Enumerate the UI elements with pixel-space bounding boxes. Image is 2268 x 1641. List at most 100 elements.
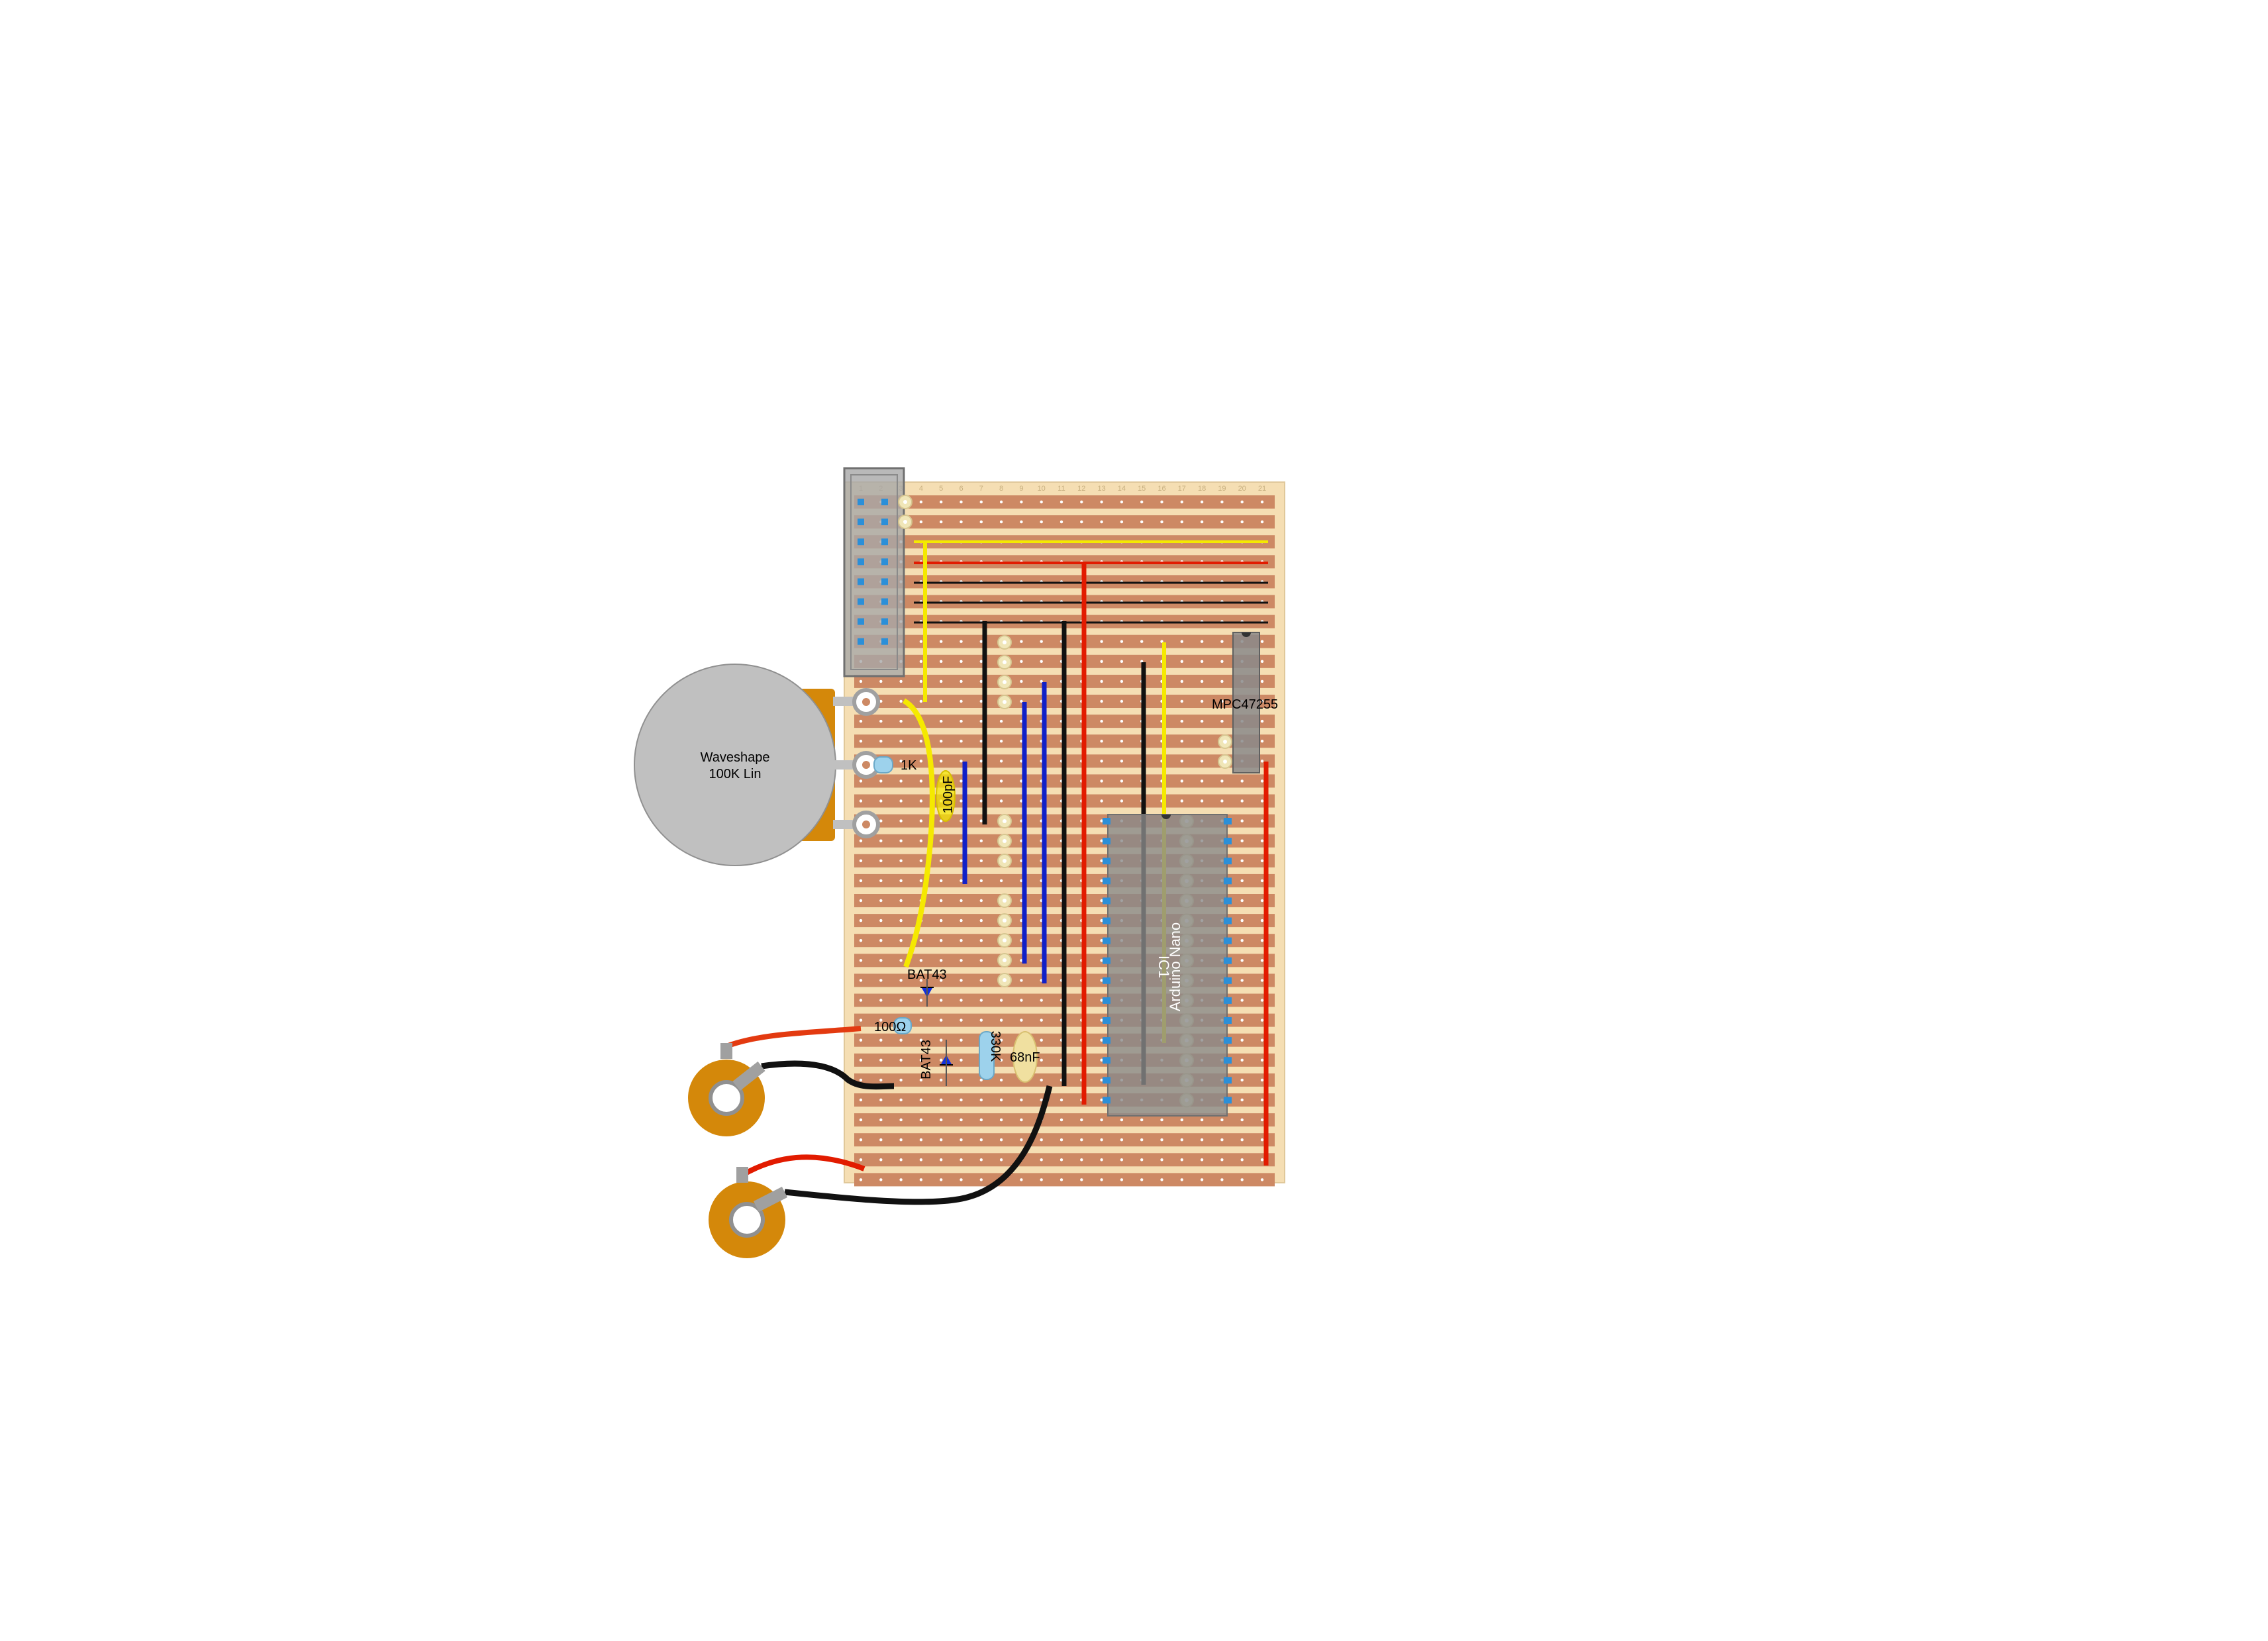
hole	[1200, 799, 1204, 803]
copper-strip	[854, 1133, 1275, 1147]
hole	[979, 520, 983, 524]
hole	[1260, 939, 1264, 942]
hole	[979, 740, 983, 743]
hole	[979, 779, 983, 783]
hole	[1020, 679, 1023, 683]
hole	[1120, 679, 1124, 683]
hole	[1260, 859, 1264, 863]
jack2-red-wire	[740, 1154, 865, 1178]
capacitor-100pf	[936, 770, 956, 822]
hole	[879, 679, 883, 683]
hole	[1260, 520, 1264, 524]
hole	[1160, 1158, 1163, 1162]
resistor-1k	[873, 756, 893, 773]
nano-pin	[1103, 1097, 1110, 1104]
hole	[919, 879, 923, 883]
hole	[1060, 1118, 1063, 1122]
hole	[999, 1058, 1003, 1062]
header-pin	[858, 638, 864, 645]
hole	[1080, 1138, 1083, 1142]
potentiometer	[634, 664, 880, 866]
hole	[1020, 520, 1023, 524]
hole	[1220, 799, 1224, 803]
hole	[899, 679, 903, 683]
hole	[859, 899, 863, 903]
header-pin	[881, 618, 888, 625]
hole	[899, 740, 903, 743]
hole	[999, 799, 1003, 803]
hole	[960, 719, 963, 723]
hole	[979, 679, 983, 683]
hole	[979, 819, 983, 822]
header-pin	[858, 618, 864, 625]
nano-pin	[1224, 838, 1232, 845]
hole	[1040, 1019, 1043, 1022]
hole	[1200, 1138, 1204, 1142]
hole	[1120, 740, 1124, 743]
pad-hole	[1003, 640, 1007, 644]
hole	[979, 919, 983, 922]
hole	[919, 979, 923, 982]
hole	[979, 1178, 983, 1181]
hole	[1260, 979, 1264, 982]
hole	[1240, 1118, 1244, 1122]
hole	[1200, 640, 1204, 643]
column-number: 21	[1258, 485, 1266, 493]
hole	[960, 1138, 963, 1142]
hole	[1120, 1158, 1124, 1162]
copper-strip	[854, 1113, 1275, 1127]
hole	[979, 1138, 983, 1142]
diode-2	[940, 1040, 953, 1086]
hole	[859, 1138, 863, 1142]
hole	[1240, 839, 1244, 842]
jack-1	[688, 1043, 765, 1136]
hole	[899, 779, 903, 783]
hole	[1200, 760, 1204, 763]
hole	[960, 779, 963, 783]
hole	[1200, 660, 1204, 663]
hole	[1100, 1158, 1103, 1162]
hole	[899, 1178, 903, 1181]
hole	[960, 999, 963, 1002]
nano-pin	[1224, 997, 1232, 1004]
capacitor-68nf	[1012, 1031, 1038, 1083]
hole	[1040, 1178, 1043, 1181]
hole	[940, 839, 943, 842]
diode-1-label: BAT43	[907, 968, 947, 982]
hole	[999, 1019, 1003, 1022]
hole	[1100, 959, 1103, 962]
hole	[1040, 1078, 1043, 1082]
hole	[859, 1038, 863, 1042]
column-number: 7	[979, 485, 983, 493]
copper-strip	[854, 495, 1275, 509]
hole	[960, 799, 963, 803]
hole	[1200, 699, 1204, 703]
hole	[1040, 1138, 1043, 1142]
hole	[859, 1058, 863, 1062]
hole	[1100, 899, 1103, 903]
nano-pin	[1103, 1017, 1110, 1024]
hole	[1260, 839, 1264, 842]
hole	[960, 819, 963, 822]
hole	[979, 979, 983, 982]
hole	[979, 859, 983, 863]
hole	[1200, 1178, 1204, 1181]
hole	[1260, 819, 1264, 822]
hole	[1260, 919, 1264, 922]
hole	[940, 859, 943, 863]
hole	[979, 999, 983, 1002]
hole	[1140, 1138, 1144, 1142]
hole	[999, 999, 1003, 1002]
pad-hole	[1003, 680, 1007, 684]
hole	[940, 919, 943, 922]
hole	[1100, 1038, 1103, 1042]
hole	[1220, 779, 1224, 783]
hole	[999, 520, 1003, 524]
hole	[940, 959, 943, 962]
hole	[979, 1078, 983, 1082]
hole	[1100, 660, 1103, 663]
hole	[960, 500, 963, 504]
hole	[1200, 1158, 1204, 1162]
hole	[899, 859, 903, 863]
hole	[1260, 1058, 1264, 1062]
